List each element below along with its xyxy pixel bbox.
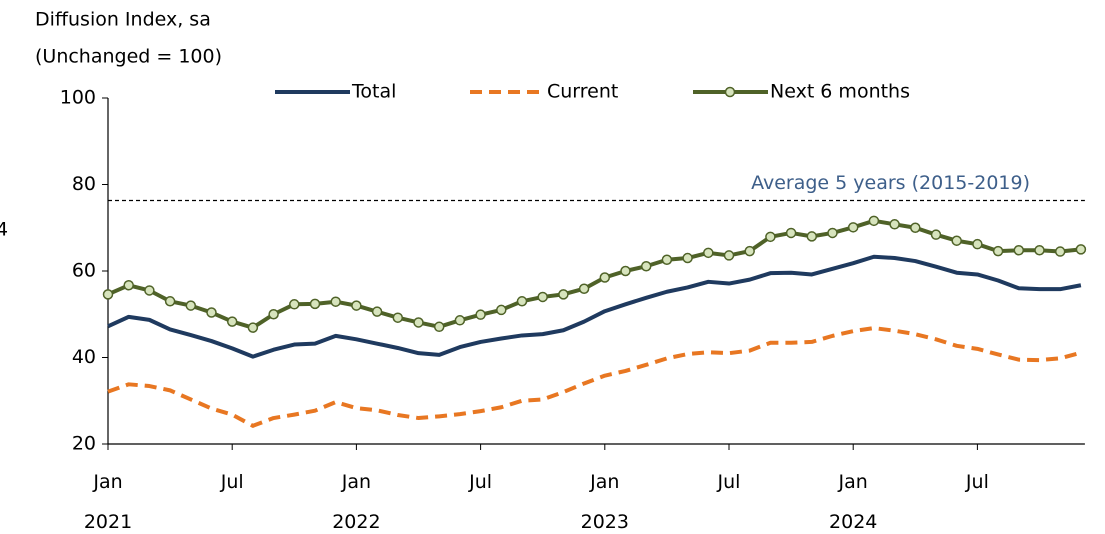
point: [827, 227, 838, 239]
x-tick-label: Jul: [717, 471, 741, 493]
x-tick-label: Jan 2024: [829, 471, 877, 531]
y-tick-label: 80: [72, 173, 96, 195]
y-tick-label: 60: [72, 260, 96, 282]
point: [785, 227, 797, 239]
point: [1013, 244, 1025, 256]
point: [413, 317, 424, 328]
legend-marker: [724, 86, 736, 98]
legend-label: Total: [351, 81, 396, 103]
point: [1034, 244, 1045, 256]
y-tick-label: 20: [72, 433, 96, 455]
series-line: [107, 326, 1082, 428]
point: [661, 254, 673, 266]
point: [144, 285, 155, 296]
point: [847, 222, 859, 233]
point: [558, 289, 569, 300]
point: [454, 315, 466, 326]
point: [516, 296, 528, 307]
point: [578, 283, 590, 294]
point: [102, 289, 114, 300]
y-tick-label: 40: [72, 346, 96, 368]
point: [247, 322, 259, 333]
point: [765, 231, 776, 243]
point: [889, 219, 900, 230]
point: [703, 247, 714, 259]
point: [1075, 244, 1087, 255]
y-axis-label: (Unchanged = 100): [35, 46, 222, 68]
point: [226, 316, 238, 327]
point: [1054, 246, 1066, 257]
point: [289, 299, 300, 310]
point: [537, 291, 548, 303]
x-tick-label: Jan 2021: [84, 471, 132, 531]
point: [496, 304, 507, 316]
series-line: [107, 254, 1082, 359]
point: [640, 260, 652, 272]
point: [371, 306, 383, 317]
point: [206, 307, 217, 318]
point: [910, 222, 921, 233]
point: [433, 321, 445, 333]
reference-label: Average 5 years (2015-2019): [751, 172, 1030, 194]
x-tick-label: Jul: [965, 471, 989, 493]
point: [951, 235, 962, 246]
legend-label: Next 6 months: [770, 81, 910, 103]
x-tick-label: Jan 2023: [581, 471, 629, 531]
y-axis-label: Diffusion Index, sa: [35, 9, 211, 31]
point: [268, 309, 279, 320]
x-tick-label: Jul: [220, 471, 244, 493]
point: [972, 238, 983, 250]
y-tick-label: 100: [60, 87, 96, 109]
point: [164, 296, 176, 307]
point: [744, 245, 755, 257]
point: [123, 280, 134, 291]
point: [351, 300, 362, 311]
cropped-text: 4: [0, 219, 8, 241]
point: [330, 296, 341, 307]
point: [992, 245, 1004, 257]
point: [868, 215, 880, 227]
point: [806, 231, 818, 242]
x-tick-label: Jan 2022: [332, 471, 380, 531]
point: [620, 265, 631, 277]
point: [392, 312, 404, 323]
x-tick-label: Jul: [468, 471, 492, 493]
point: [475, 309, 486, 320]
point: [682, 252, 693, 264]
point: [599, 272, 611, 283]
point: [185, 300, 197, 311]
point: [309, 298, 321, 310]
legend-label: Current: [547, 81, 618, 103]
point: [930, 229, 942, 240]
point: [723, 250, 735, 261]
